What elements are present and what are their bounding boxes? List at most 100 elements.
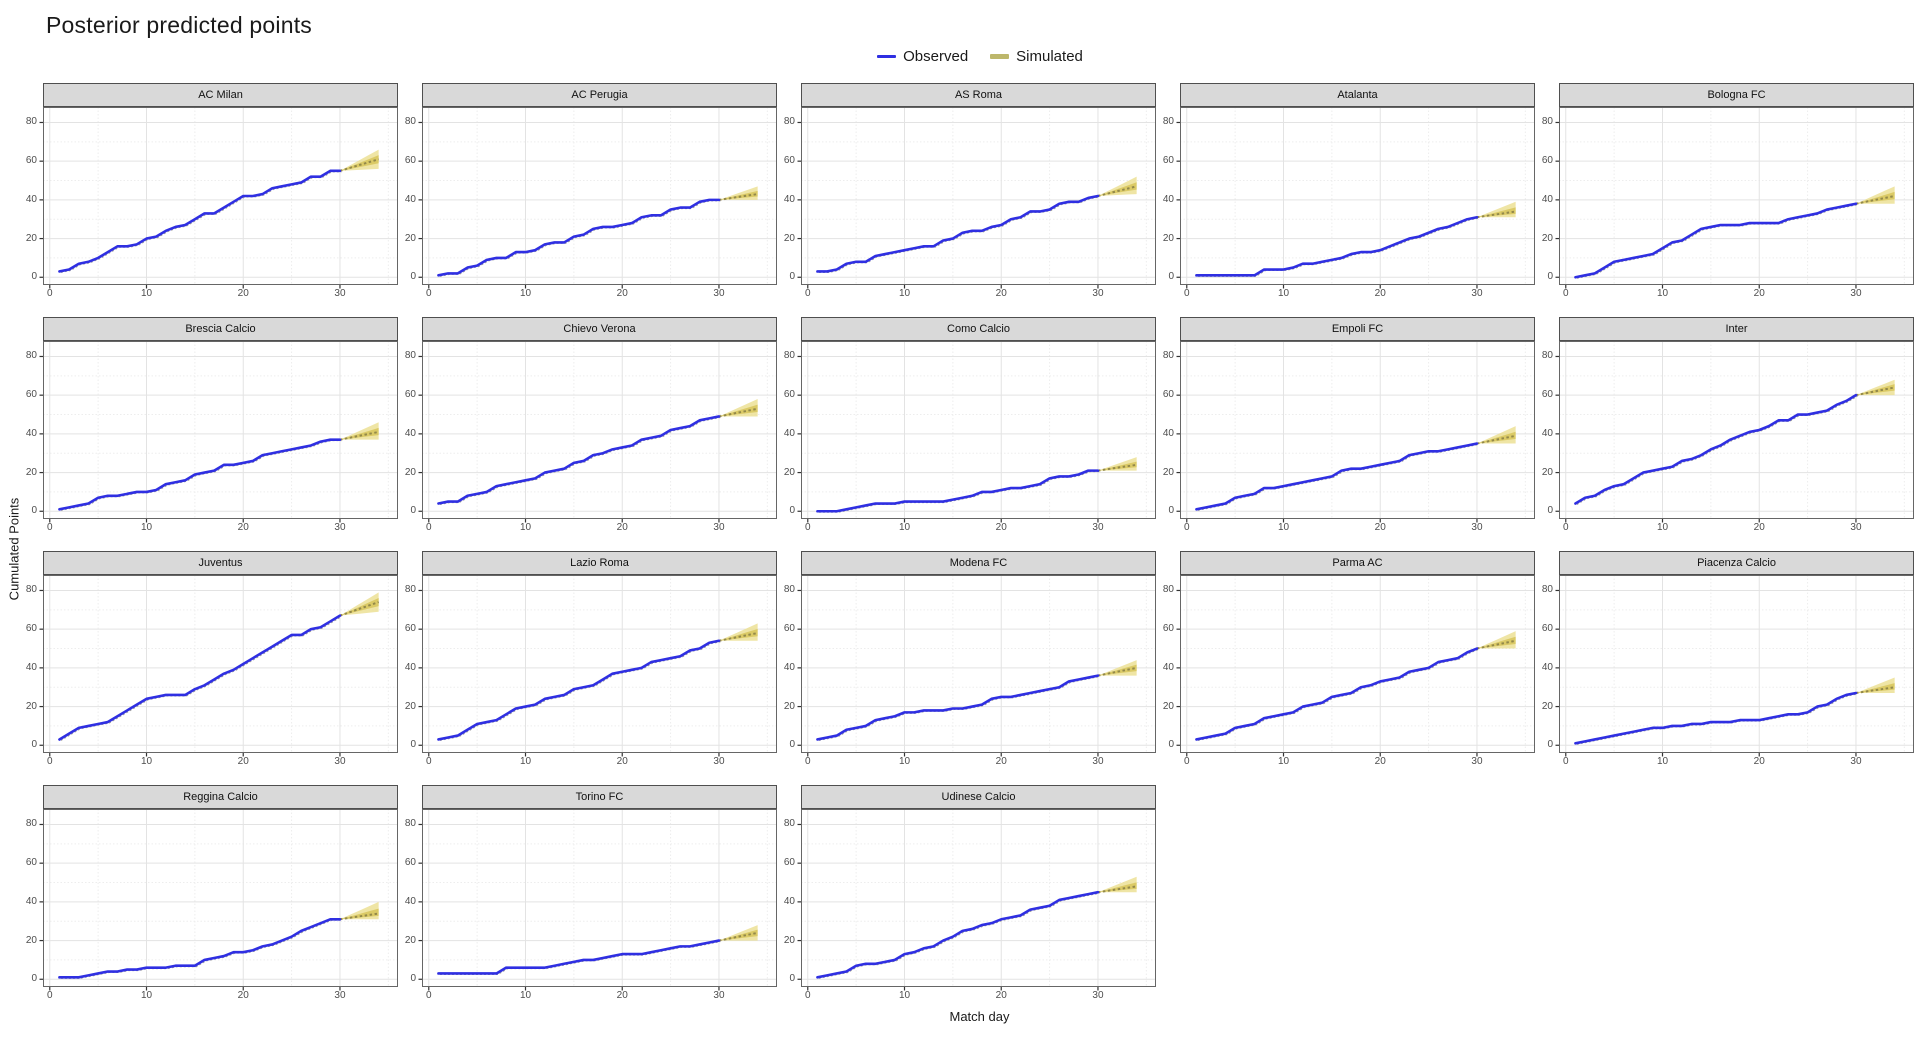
simulated-median-line [1855, 195, 1895, 205]
y-tick-label: 80 [404, 818, 416, 830]
plot-panel: 0 20 40 60 80 0 10 20 30 [1542, 107, 1914, 299]
facet-panel: Torino FC 0 20 40 60 80 0 10 20 30 [405, 785, 777, 1003]
facet-title: Como Calcio [947, 323, 1010, 335]
y-tick-label: 20 [1162, 700, 1174, 712]
y-tick-label: 0 [1168, 505, 1174, 517]
facet-title: Reggina Calcio [183, 791, 258, 803]
facet-title: Juventus [198, 557, 243, 569]
y-tick-label: 40 [783, 427, 795, 439]
facet-title: Inter [1725, 323, 1748, 335]
panel-svg [1555, 575, 1914, 757]
legend-item-simulated: Simulated [990, 48, 1083, 65]
plot-panel: 0 20 40 60 80 0 10 20 30 [1163, 107, 1535, 299]
x-tick-label: 30 [334, 990, 346, 1001]
plot-panel: 0 20 40 60 80 0 10 20 30 [26, 341, 398, 533]
y-tick-label: 60 [1541, 623, 1553, 635]
y-tick-label: 40 [783, 193, 795, 205]
panel-svg [418, 107, 777, 289]
x-tick-label: 30 [334, 756, 346, 767]
y-tick-label: 80 [783, 350, 795, 362]
x-tick-label: 0 [47, 288, 53, 299]
facet-strip: Piacenza Calcio [1559, 551, 1914, 575]
facet-title: AC Perugia [571, 89, 628, 101]
x-tick-label: 0 [1184, 522, 1190, 533]
observed-line [816, 674, 1100, 741]
simulated-median-line [718, 407, 758, 418]
facet-strip: Como Calcio [801, 317, 1156, 341]
observed-line-shadow [1197, 217, 1479, 277]
x-tick-label: 30 [334, 288, 346, 299]
x-tick-label: 20 [1374, 522, 1386, 533]
y-tick-label: 40 [1162, 193, 1174, 205]
y-tick-label: 20 [404, 700, 416, 712]
legend-item-observed: Observed [877, 48, 968, 65]
y-tick-label: 40 [1162, 661, 1174, 673]
y-tick-label: 60 [25, 389, 37, 401]
y-tick-label: 40 [404, 427, 416, 439]
x-tick-label: 30 [1471, 756, 1483, 767]
panel-svg [797, 341, 1156, 523]
x-tick-label: 0 [1184, 288, 1190, 299]
x-tick-label: 10 [898, 990, 911, 1001]
simulated-median-line [339, 912, 379, 921]
observed-line [437, 939, 721, 975]
facet-strip: Bologna FC [1559, 83, 1914, 107]
simulated-band-inner [1097, 882, 1137, 893]
observed-line [816, 890, 1100, 979]
facet-title: Lazio Roma [570, 557, 629, 569]
x-tick-label: 10 [140, 288, 153, 299]
x-tick-label: 20 [995, 522, 1007, 533]
y-tick-label: 0 [1168, 271, 1174, 283]
observed-line [437, 198, 721, 277]
y-tick-label: 20 [1162, 232, 1174, 244]
y-tick-label: 20 [404, 232, 416, 244]
x-tick-label: 30 [1850, 522, 1862, 533]
simulated-median-line [1097, 885, 1137, 894]
x-tick-label: 30 [713, 990, 725, 1001]
observed-line [1574, 202, 1858, 279]
panel-svg [797, 809, 1156, 991]
facet-panel: Inter 0 20 40 60 80 0 10 20 30 [1542, 317, 1914, 535]
y-tick-label: 60 [783, 389, 795, 401]
y-tick-label: 80 [1162, 584, 1174, 596]
x-tick-label: 10 [140, 522, 153, 533]
y-tick-label: 0 [789, 505, 795, 517]
observed-line [1195, 647, 1479, 741]
y-tick-label: 80 [404, 350, 416, 362]
x-axis-title: Match day [949, 1009, 1010, 1024]
y-tick-label: 40 [404, 661, 416, 673]
y-tick-label: 40 [1541, 427, 1553, 439]
x-tick-label: 10 [1656, 522, 1669, 533]
facet-title: Empoli FC [1331, 323, 1384, 335]
facet-title: Atalanta [1337, 89, 1378, 101]
x-tick-label: 30 [1471, 522, 1483, 533]
x-tick-label: 30 [713, 756, 725, 767]
observed-line [437, 415, 721, 505]
facet-panel: AS Roma 0 20 40 60 80 0 10 20 30 [784, 83, 1156, 301]
x-tick-label: 20 [237, 522, 249, 533]
facet-title: Brescia Calcio [185, 323, 256, 335]
simulated-median-line [1476, 210, 1516, 219]
facet-panel: Bologna FC 0 20 40 60 80 0 10 20 30 [1542, 83, 1914, 301]
observed-line [1195, 442, 1479, 511]
y-tick-label: 40 [1541, 661, 1553, 673]
facet-panel: AC Perugia 0 20 40 60 80 0 10 20 30 [405, 83, 777, 301]
y-tick-label: 20 [1162, 466, 1174, 478]
x-tick-label: 20 [237, 288, 249, 299]
y-tick-label: 80 [783, 116, 795, 128]
y-tick-label: 80 [25, 350, 37, 362]
y-tick-label: 20 [25, 934, 37, 946]
facet-panel: Lazio Roma 0 20 40 60 80 0 10 20 30 [405, 551, 777, 769]
y-tick-label: 40 [1541, 193, 1553, 205]
simulated-median-line [1476, 434, 1516, 445]
y-tick-label: 80 [25, 818, 37, 830]
y-tick-label: 0 [31, 739, 37, 751]
y-tick-label: 80 [404, 584, 416, 596]
y-tick-label: 40 [404, 895, 416, 907]
simulated-band-outer [339, 592, 379, 616]
facet-panel: Juventus 0 20 40 60 80 0 10 20 30 [26, 551, 398, 769]
facet-strip: Brescia Calcio [43, 317, 398, 341]
y-tick-label: 0 [410, 739, 416, 751]
observed-line [58, 438, 342, 511]
y-tick-label: 20 [25, 700, 37, 712]
